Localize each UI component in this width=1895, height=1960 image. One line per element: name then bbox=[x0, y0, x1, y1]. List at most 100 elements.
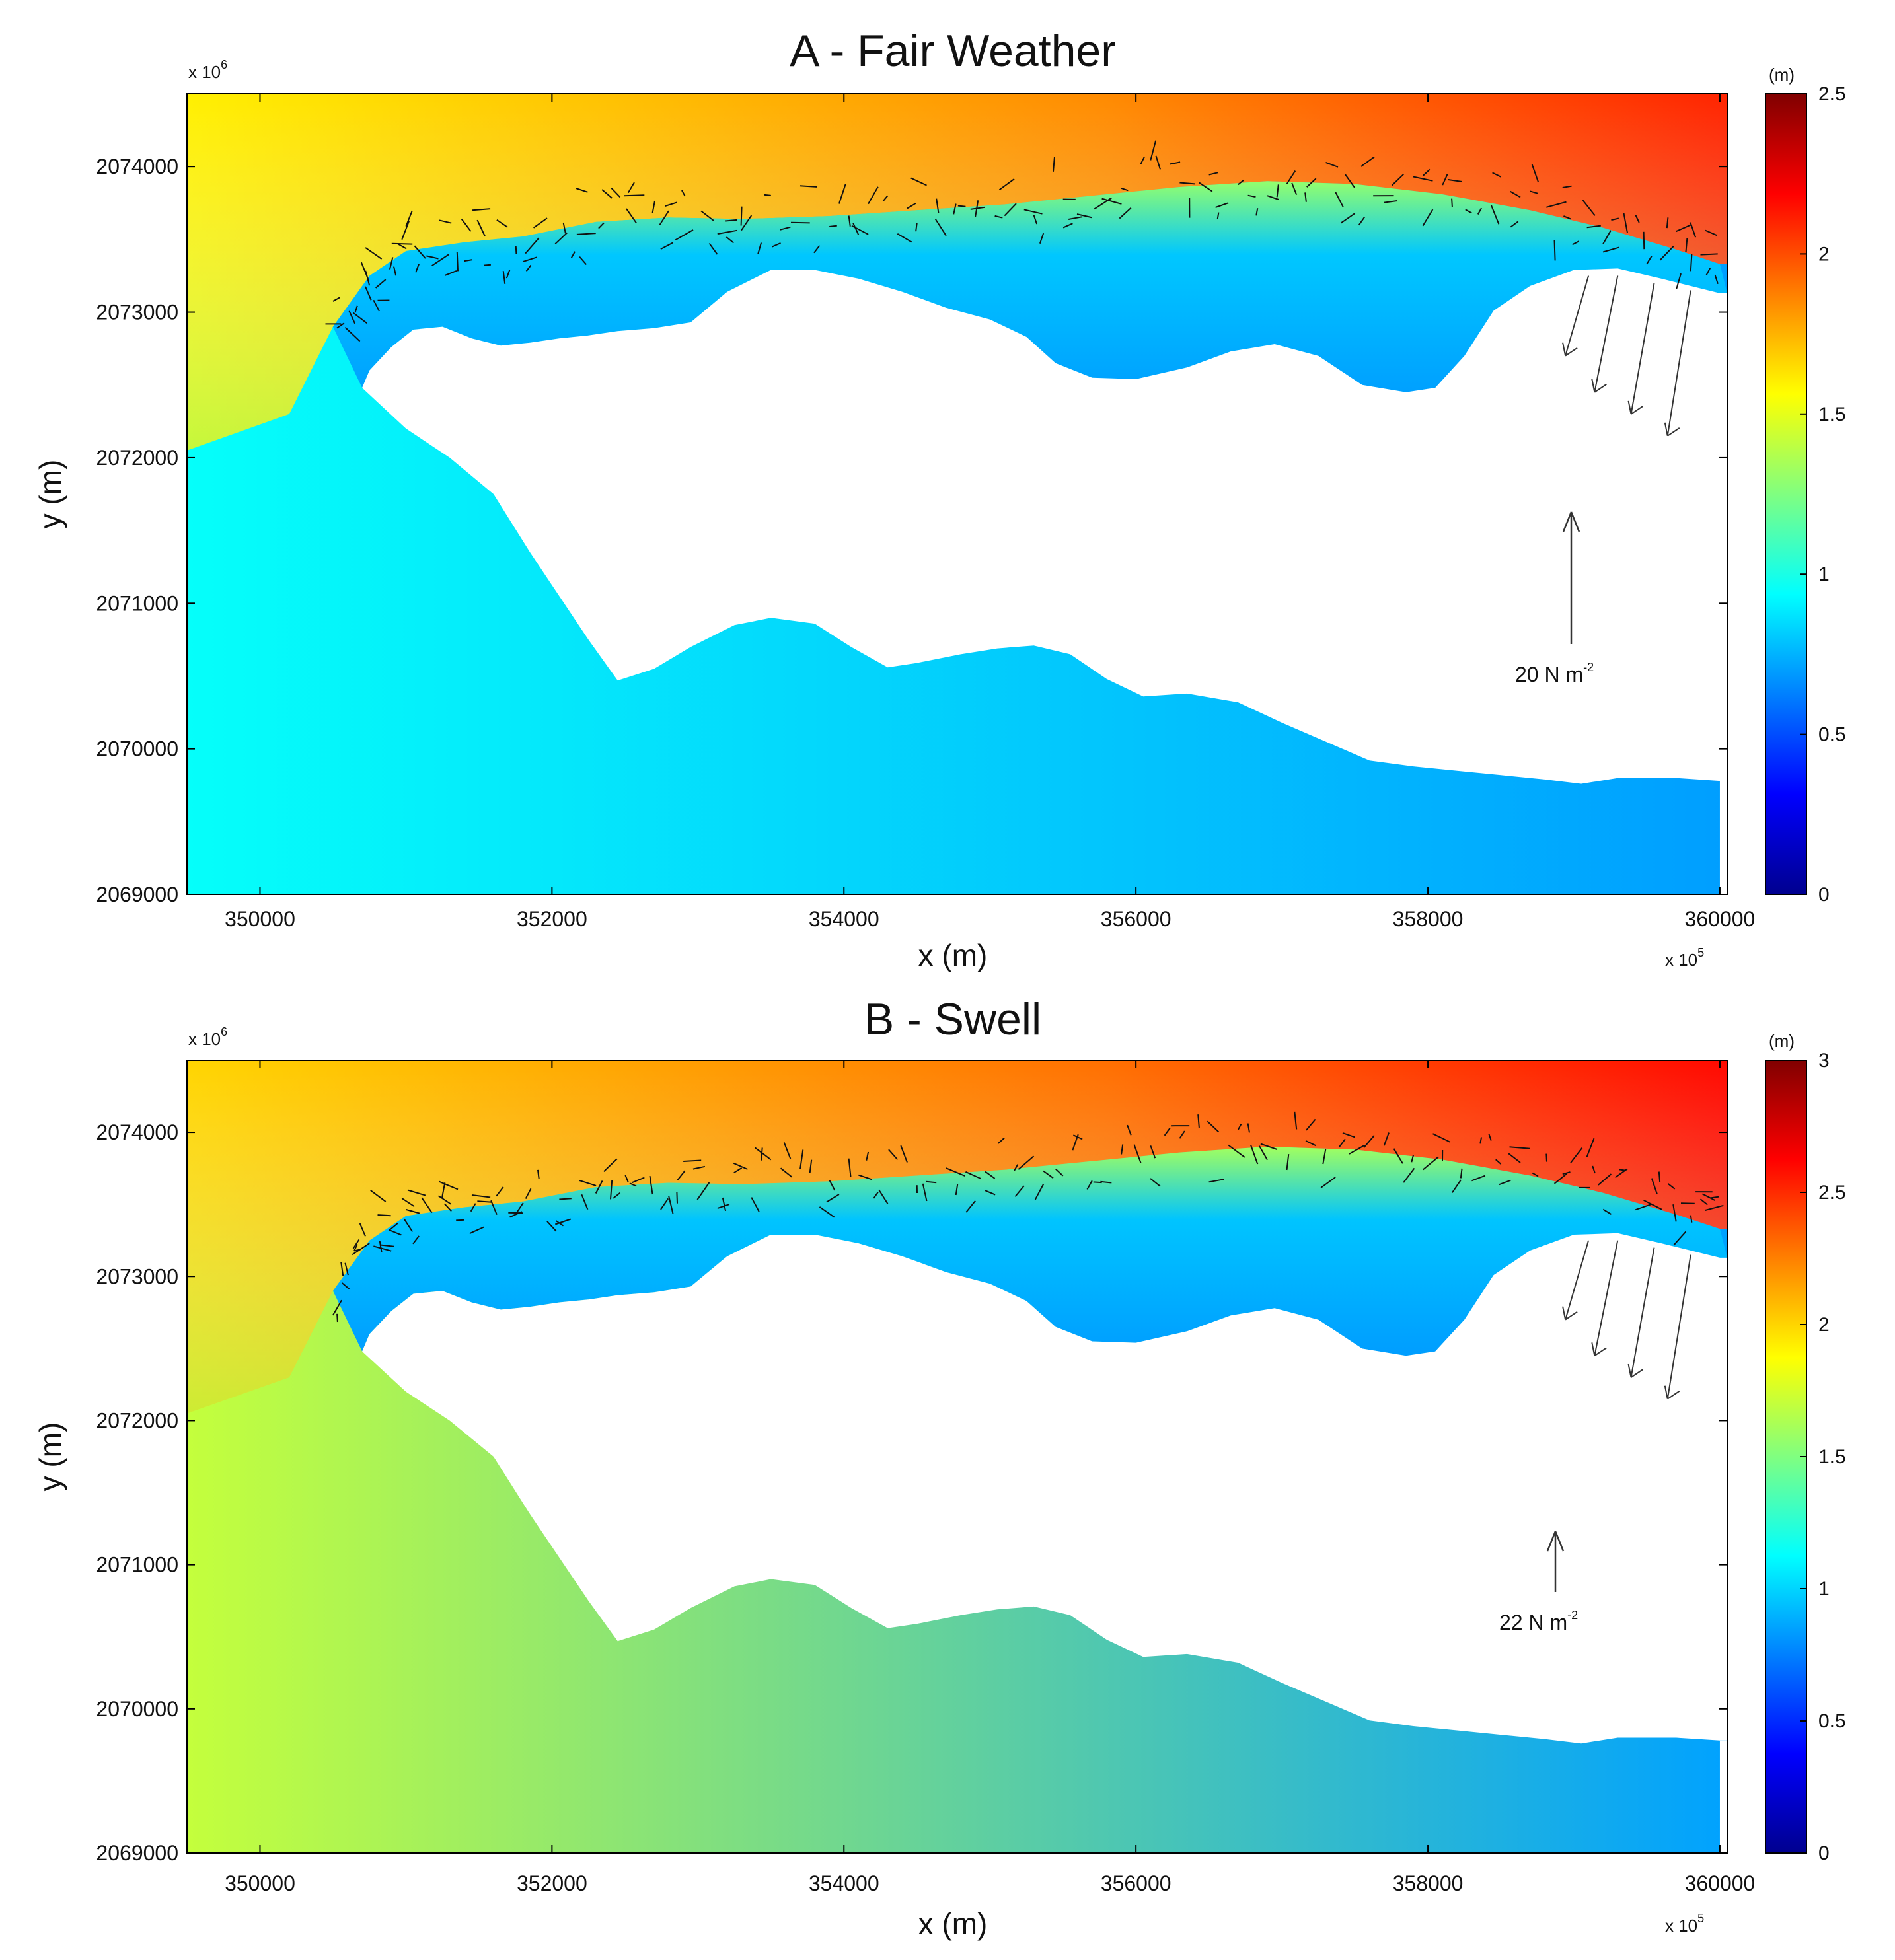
stress-vector bbox=[848, 215, 851, 227]
stress-vector bbox=[344, 326, 361, 342]
stress-vector bbox=[1658, 1171, 1661, 1182]
stress-vector bbox=[1690, 222, 1697, 238]
stress-vector bbox=[1076, 213, 1093, 219]
y-tick-label: 2072000 bbox=[96, 446, 178, 470]
stress-vector bbox=[431, 254, 450, 267]
stress-vector bbox=[352, 312, 367, 324]
stress-vector-long bbox=[1562, 1240, 1590, 1321]
stress-vector bbox=[757, 242, 762, 255]
stress-vector bbox=[1690, 1215, 1693, 1223]
land-edge bbox=[1719, 781, 1728, 894]
stress-vector bbox=[763, 194, 771, 196]
stress-vector bbox=[696, 1182, 710, 1200]
stress-vector bbox=[998, 1137, 1005, 1144]
stress-vector bbox=[1667, 1183, 1676, 1190]
stress-vector bbox=[1602, 230, 1612, 244]
y-multiplier: x 106 bbox=[188, 58, 227, 82]
y-axis-label: y (m) bbox=[33, 1422, 67, 1492]
stress-vector bbox=[496, 1186, 504, 1197]
stress-vector bbox=[659, 210, 669, 226]
stress-vector bbox=[1140, 156, 1146, 164]
stress-vector bbox=[1150, 1178, 1161, 1187]
x-tick-label: 356000 bbox=[1101, 1871, 1171, 1895]
stress-vector bbox=[1320, 1177, 1336, 1188]
stress-vector bbox=[595, 1180, 603, 1194]
stress-vector bbox=[915, 223, 918, 232]
stress-vector bbox=[1072, 1134, 1083, 1140]
stress-vector bbox=[1014, 1185, 1025, 1198]
colorbar-tick-label: 1 bbox=[1818, 1578, 1830, 1600]
stress-vector bbox=[1349, 1144, 1365, 1155]
stress-vector bbox=[1164, 1128, 1171, 1136]
stress-vector bbox=[1702, 1193, 1716, 1201]
stress-vector bbox=[1530, 190, 1538, 194]
stress-vector bbox=[381, 1244, 394, 1247]
colorbar: 0 0.5 1 1.5 2 2.5 (m) bbox=[1765, 65, 1846, 906]
stress-vector bbox=[1133, 1144, 1142, 1163]
stress-vector bbox=[1690, 254, 1693, 272]
stress-vector bbox=[1127, 1124, 1132, 1136]
stress-vector bbox=[1531, 164, 1539, 182]
stress-vector bbox=[985, 1190, 996, 1196]
stress-vector bbox=[1643, 231, 1645, 250]
stress-vector bbox=[1039, 233, 1045, 244]
stress-vector bbox=[1121, 1144, 1124, 1155]
stress-vector bbox=[1004, 203, 1017, 217]
stress-vector bbox=[389, 257, 394, 270]
stress-vector bbox=[1055, 1168, 1064, 1177]
stress-vector bbox=[1602, 1208, 1612, 1215]
stress-vector bbox=[741, 215, 753, 231]
stress-vector bbox=[717, 1204, 730, 1210]
stress-vector bbox=[1237, 1123, 1242, 1130]
stress-vector bbox=[1215, 202, 1229, 208]
x-tick-label: 356000 bbox=[1101, 907, 1171, 931]
stress-vector bbox=[1322, 1148, 1327, 1165]
stress-vector bbox=[576, 188, 588, 193]
colorbar-tick-label: 2 bbox=[1818, 1314, 1830, 1336]
x-tick-label: 358000 bbox=[1393, 1871, 1464, 1895]
stress-vector bbox=[414, 245, 426, 259]
stress-vector bbox=[717, 229, 737, 235]
stress-vector bbox=[611, 188, 621, 198]
stress-vector bbox=[332, 297, 340, 302]
stress-vector bbox=[722, 1197, 727, 1212]
stress-vector bbox=[970, 206, 985, 210]
stress-vector bbox=[733, 1162, 748, 1170]
stress-vector bbox=[1053, 157, 1055, 172]
stress-vector bbox=[946, 1167, 965, 1177]
stress-vector bbox=[1592, 1165, 1596, 1174]
field-reef-transition bbox=[187, 1060, 1727, 1414]
colorbar-tick-label: 2 bbox=[1818, 243, 1830, 265]
stress-vectors bbox=[325, 140, 1719, 342]
stress-vector bbox=[848, 1158, 852, 1177]
stress-vector bbox=[403, 1218, 414, 1233]
stress-vector bbox=[375, 279, 387, 289]
stress-vector bbox=[354, 305, 358, 313]
stress-vector bbox=[1582, 200, 1596, 216]
stress-vector bbox=[1685, 238, 1688, 252]
stress-vector bbox=[505, 269, 511, 279]
stress-vector bbox=[1562, 1171, 1571, 1175]
stress-vector bbox=[829, 1179, 836, 1191]
stress-vector bbox=[1260, 1143, 1278, 1150]
stress-vector bbox=[610, 1180, 613, 1200]
stress-vector bbox=[1699, 1198, 1708, 1206]
stress-vector bbox=[336, 1313, 338, 1323]
stress-vector bbox=[365, 270, 371, 286]
stress-vector bbox=[754, 1147, 772, 1161]
x-tick-label: 358000 bbox=[1393, 907, 1464, 931]
stress-vector bbox=[1276, 184, 1279, 198]
stress-vector bbox=[1335, 192, 1344, 208]
stress-vector-long bbox=[1664, 1254, 1691, 1400]
stress-vector bbox=[771, 242, 781, 248]
stress-vector bbox=[613, 1192, 621, 1199]
stress-vector bbox=[733, 1167, 743, 1174]
stress-vector bbox=[751, 1197, 760, 1212]
stress-vector bbox=[406, 1208, 420, 1214]
stress-vector bbox=[579, 1180, 597, 1186]
stress-vector bbox=[1714, 274, 1719, 285]
scale-arrow bbox=[1562, 511, 1580, 644]
stress-vector bbox=[998, 178, 1015, 191]
stress-vector bbox=[601, 189, 613, 199]
stress-vector bbox=[888, 1149, 899, 1161]
